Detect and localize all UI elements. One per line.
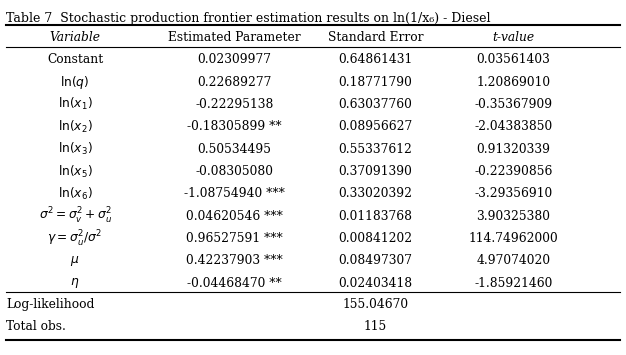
Text: 115: 115 (364, 320, 387, 333)
Text: 0.02309977: 0.02309977 (198, 53, 272, 66)
Text: 0.08956627: 0.08956627 (339, 120, 413, 133)
Text: 0.55337612: 0.55337612 (339, 143, 413, 155)
Text: Table 7  Stochastic production frontier estimation results on ln(1/x₆) - Diesel: Table 7 Stochastic production frontier e… (6, 12, 491, 26)
Text: Standard Error: Standard Error (328, 31, 423, 44)
Text: 0.96527591 ***: 0.96527591 *** (187, 232, 283, 245)
Text: -0.18305899 **: -0.18305899 ** (187, 120, 282, 133)
Text: -2.04383850: -2.04383850 (474, 120, 552, 133)
Text: $\ln(x_6)$: $\ln(x_6)$ (58, 186, 93, 202)
Text: -1.85921460: -1.85921460 (474, 277, 553, 290)
Text: -0.08305080: -0.08305080 (196, 165, 274, 178)
Text: Constant: Constant (47, 53, 103, 66)
Text: $\ln(x_2)$: $\ln(x_2)$ (58, 119, 93, 135)
Text: $\ln(x_1)$: $\ln(x_1)$ (58, 96, 93, 113)
Text: 1.20869010: 1.20869010 (476, 76, 550, 88)
Text: $\sigma^2 = \sigma_v^2 + \sigma_u^2$: $\sigma^2 = \sigma_v^2 + \sigma_u^2$ (39, 206, 111, 226)
Text: $\gamma = \sigma_u^2/\sigma^2$: $\gamma = \sigma_u^2/\sigma^2$ (48, 229, 103, 248)
Text: 0.33020392: 0.33020392 (339, 187, 413, 200)
Text: $\ln(q)$: $\ln(q)$ (61, 73, 90, 91)
Text: 0.03561403: 0.03561403 (476, 53, 550, 66)
Text: 0.02403418: 0.02403418 (339, 277, 413, 290)
Text: 0.08497307: 0.08497307 (339, 255, 413, 267)
Text: Total obs.: Total obs. (6, 320, 66, 333)
Text: 0.91320339: 0.91320339 (476, 143, 550, 155)
Text: 114.74962000: 114.74962000 (468, 232, 558, 245)
Text: t-value: t-value (492, 31, 535, 44)
Text: $\ln(x_5)$: $\ln(x_5)$ (58, 163, 93, 180)
Text: $\ln(x_3)$: $\ln(x_3)$ (58, 141, 93, 157)
Text: 0.01183768: 0.01183768 (339, 210, 413, 223)
Text: -0.22295138: -0.22295138 (195, 98, 274, 111)
Text: 0.18771790: 0.18771790 (339, 76, 413, 88)
Text: Variable: Variable (49, 31, 101, 44)
Text: 155.04670: 155.04670 (342, 297, 409, 311)
Text: 0.37091390: 0.37091390 (339, 165, 413, 178)
Text: 0.63037760: 0.63037760 (339, 98, 413, 111)
Text: 0.00841202: 0.00841202 (339, 232, 413, 245)
Text: 0.50534495: 0.50534495 (198, 143, 272, 155)
Text: -1.08754940 ***: -1.08754940 *** (184, 187, 285, 200)
Text: Estimated Parameter: Estimated Parameter (168, 31, 301, 44)
Text: $\mu$: $\mu$ (70, 254, 80, 268)
Text: $\eta$: $\eta$ (71, 276, 80, 290)
Text: -0.22390856: -0.22390856 (474, 165, 553, 178)
Text: 0.22689277: 0.22689277 (198, 76, 272, 88)
Text: Log-likelihood: Log-likelihood (6, 297, 95, 311)
Text: 0.42237903 ***: 0.42237903 *** (187, 255, 283, 267)
Text: 0.04620546 ***: 0.04620546 *** (187, 210, 283, 223)
Text: -0.04468470 **: -0.04468470 ** (187, 277, 282, 290)
Text: 3.90325380: 3.90325380 (476, 210, 550, 223)
Text: 4.97074020: 4.97074020 (476, 255, 550, 267)
Text: 0.64861431: 0.64861431 (339, 53, 413, 66)
Text: -3.29356910: -3.29356910 (474, 187, 552, 200)
Text: -0.35367909: -0.35367909 (475, 98, 552, 111)
